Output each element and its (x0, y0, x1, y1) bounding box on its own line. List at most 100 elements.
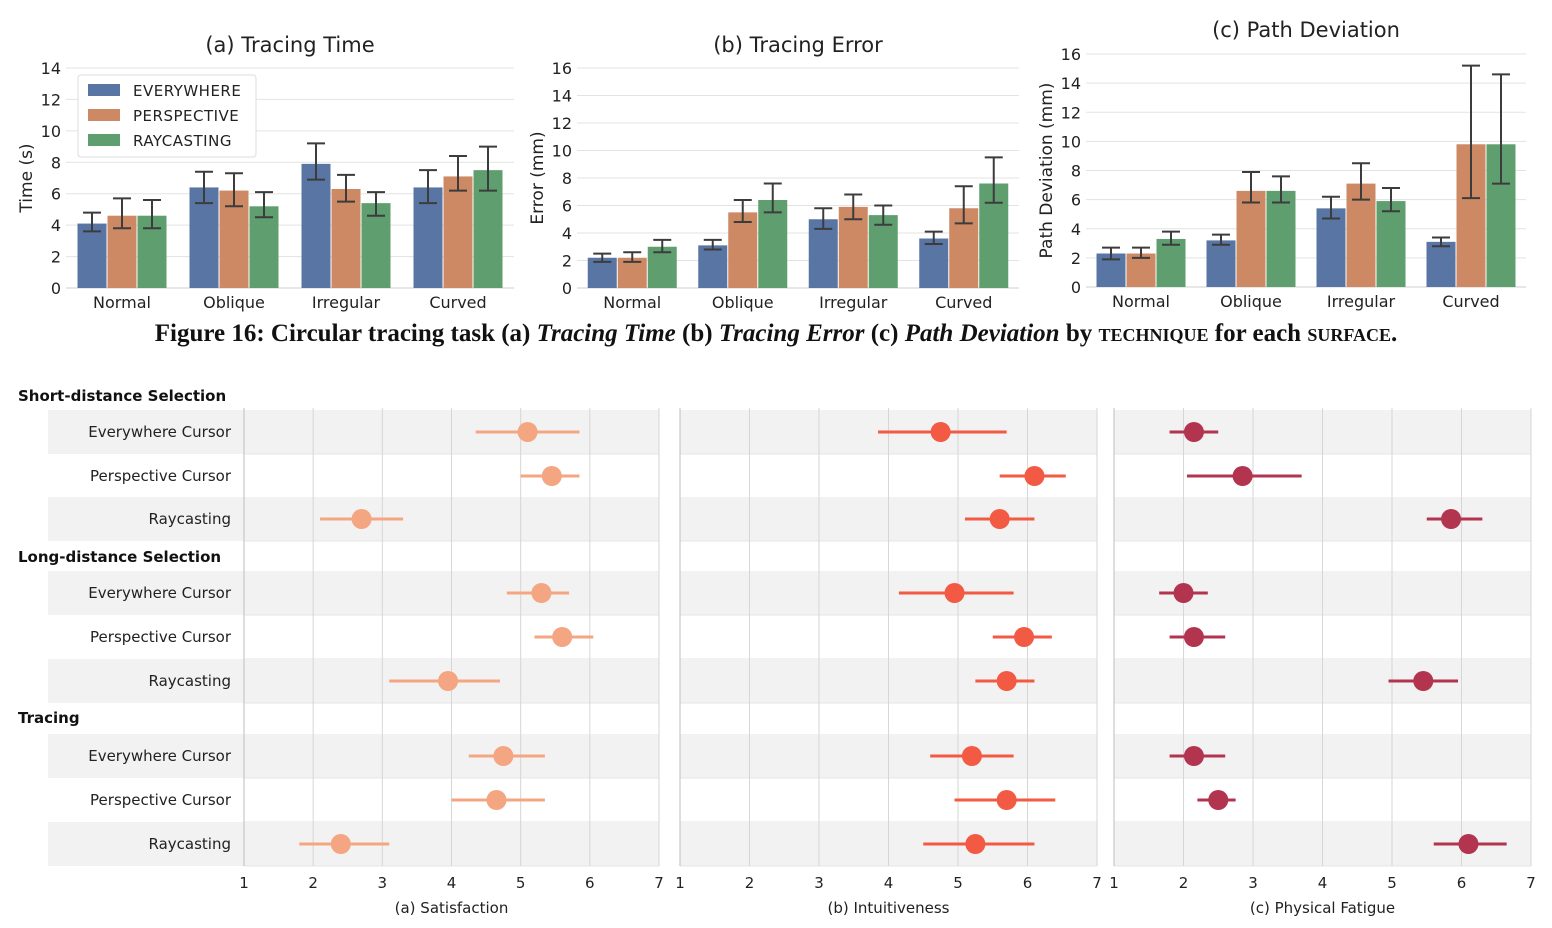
mean-dot (552, 627, 573, 647)
bar (1266, 190, 1296, 287)
mean-dot (1458, 834, 1479, 854)
mean-dot (1183, 422, 1204, 442)
bar (698, 245, 728, 288)
mean-dot (1183, 746, 1204, 766)
x-tick-label: 3 (814, 874, 824, 892)
mean-dot (517, 422, 538, 442)
x-tick-label: 7 (1526, 874, 1536, 892)
mean-dot (996, 671, 1017, 691)
bar (331, 189, 361, 288)
y-tick-label: 2 (51, 248, 61, 267)
x-tick-label: Oblique (203, 293, 265, 312)
bar (361, 203, 391, 288)
bar (189, 187, 219, 288)
bar (1126, 253, 1156, 287)
x-tick-label: 7 (1092, 874, 1102, 892)
x-tick-label: 6 (585, 874, 595, 892)
x-tick-label: Irregular (1327, 292, 1396, 311)
bar (919, 238, 949, 288)
bar (1376, 201, 1406, 287)
caption-text: Figure 16: Circular tracing task (a) (154, 320, 537, 347)
y-axis-label: Error (mm) (528, 131, 548, 224)
figure-caption: Figure 16: Circular tracing task (a) Tra… (0, 320, 1552, 348)
x-tick-label: Normal (603, 293, 661, 312)
y-tick-label: 10 (552, 142, 572, 161)
row-band (48, 822, 244, 866)
mean-dot (1208, 790, 1229, 810)
bar (1316, 208, 1346, 287)
mean-dot (961, 746, 982, 766)
y-tick-label: 8 (562, 169, 572, 188)
y-tick-label: 4 (1071, 220, 1081, 239)
x-tick-label: Irregular (312, 293, 381, 312)
legend-label: PERSPECTIVE (133, 107, 239, 125)
row-band (48, 497, 244, 541)
mean-dot (1183, 627, 1204, 647)
bar (249, 206, 279, 288)
y-tick-label: 2 (1071, 249, 1081, 268)
x-tick-label: 2 (745, 874, 755, 892)
y-tick-label: 6 (51, 185, 61, 204)
x-tick-label: Oblique (712, 293, 774, 312)
legend-label: RAYCASTING (133, 132, 232, 150)
row-band (48, 410, 244, 454)
mean-dot (351, 509, 372, 529)
mean-dot (1232, 466, 1253, 486)
mean-dot (330, 834, 351, 854)
caption-text: . (1391, 320, 1398, 347)
x-tick-label: 2 (1179, 874, 1189, 892)
y-tick-label: 2 (562, 252, 572, 271)
bar (77, 223, 107, 288)
group-title: Tracing (18, 709, 80, 727)
x-axis-label: (b) Intuitiveness (828, 899, 950, 917)
mean-dot (1024, 466, 1045, 486)
x-tick-label: Curved (935, 293, 992, 312)
bar (808, 219, 838, 288)
mean-dot (965, 834, 986, 854)
y-tick-label: 14 (1061, 74, 1081, 93)
bar (1156, 238, 1186, 287)
row-band (48, 659, 244, 703)
x-tick-label: 5 (516, 874, 526, 892)
y-tick-label: 10 (1061, 132, 1081, 151)
bar (443, 176, 473, 288)
mean-dot (996, 790, 1017, 810)
row-label: Perspective Cursor (90, 467, 232, 485)
chart-title: (c) Path Deviation (1212, 18, 1400, 42)
y-tick-label: 12 (1061, 103, 1081, 122)
x-tick-label: 5 (1387, 874, 1397, 892)
mean-dot (930, 422, 951, 442)
bar (1346, 183, 1376, 287)
x-tick-label: Normal (93, 293, 151, 312)
caption-text: (b) (675, 320, 719, 347)
y-tick-label: 16 (1061, 45, 1081, 64)
caption-text: by (1059, 320, 1099, 347)
y-tick-label: 16 (552, 59, 572, 78)
row-label: Everywhere Cursor (88, 584, 232, 602)
mean-dot (1173, 583, 1194, 603)
y-tick-label: 6 (562, 197, 572, 216)
mean-dot (531, 583, 552, 603)
bar (301, 163, 331, 288)
caption-factor: technique (1098, 320, 1209, 347)
row-label: Everywhere Cursor (88, 747, 232, 765)
x-tick-label: Normal (1112, 292, 1170, 311)
x-tick-label: 4 (1318, 874, 1328, 892)
x-tick-label: Oblique (1220, 292, 1282, 311)
x-tick-label: 4 (447, 874, 457, 892)
caption-term: Tracing Time (536, 320, 676, 347)
x-tick-label: 1 (1109, 874, 1119, 892)
x-tick-label: Curved (429, 293, 486, 312)
y-tick-label: 8 (1071, 162, 1081, 181)
caption-term: Tracing Error (718, 320, 865, 347)
row-band (48, 571, 244, 615)
x-tick-label: 6 (1457, 874, 1467, 892)
caption-factor: surface (1307, 320, 1391, 347)
y-tick-label: 0 (1071, 278, 1081, 297)
legend-swatch (88, 84, 120, 96)
caption-text: for each (1208, 320, 1308, 347)
row-label: Raycasting (149, 672, 232, 690)
legend-swatch (88, 109, 120, 121)
y-axis-label: Time (s) (17, 143, 37, 213)
